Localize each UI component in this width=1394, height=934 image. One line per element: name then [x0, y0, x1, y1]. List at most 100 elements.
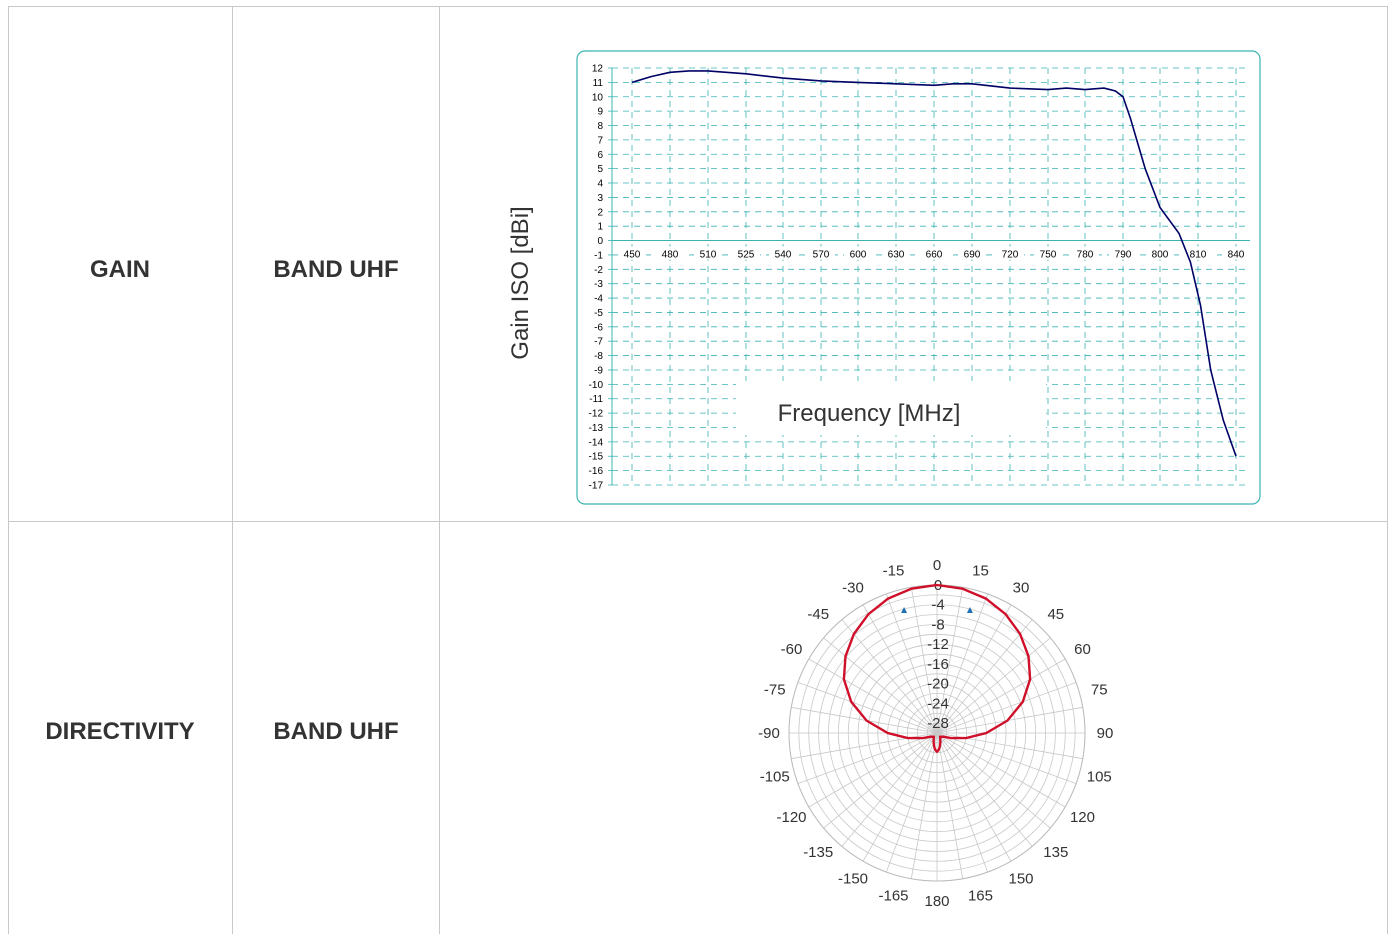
gain-x-tick-label: 690: [964, 250, 981, 261]
gain-x-tick-label: 720: [1002, 250, 1019, 261]
gain-y-tick-label: -5: [594, 308, 603, 319]
gain-y-tick-label: -10: [589, 380, 604, 391]
polar-angle-label: -45: [807, 606, 829, 623]
gain-x-tick-label-background: [1222, 246, 1250, 260]
gain-y-tick-label: 4: [597, 179, 603, 190]
polar-spoke: [936, 732, 1012, 862]
gain-y-tick-label: 10: [592, 92, 604, 103]
gain-x-tick-label-background: [807, 246, 835, 260]
gain-y-tick-label: 9: [597, 107, 603, 118]
polar-angle-label: 105: [1087, 768, 1112, 785]
gain-y-tick-label: -13: [589, 423, 604, 434]
polar-spoke: [936, 732, 988, 873]
gain-y-tick-label: 5: [597, 164, 603, 175]
gain-y-tick-label: 0: [597, 236, 603, 247]
gain-x-tick-label-background: [1109, 246, 1137, 260]
polar-marker: [966, 607, 973, 614]
gain-x-tick-label: 480: [662, 250, 679, 261]
gain-y-tick-label: -14: [589, 437, 604, 448]
polar-marker: [901, 607, 908, 614]
gain-x-tick-label: 525: [738, 250, 755, 261]
gain-y-tick-label: 1: [597, 222, 603, 233]
gain-y-tick-label: 3: [597, 193, 603, 204]
gain-series-line: [631, 70, 1237, 457]
gain-x-ticks: 450 480 510 525 540 570 600 630 660 690 720 750 780 7…: [618, 246, 1250, 261]
polar-spoke: [808, 658, 938, 734]
gain-y-tick-label: -12: [589, 409, 604, 420]
polar-angle-label: 135: [1043, 844, 1068, 861]
gain-x-tick-label: 660: [926, 250, 943, 261]
gain-y-tick-label: -15: [589, 452, 604, 463]
polar-spoke: [886, 593, 938, 734]
polar-spoke: [808, 732, 938, 808]
gain-chart-frame: [576, 50, 1261, 505]
gain-y-tick-label: 7: [597, 135, 603, 146]
gain-x-tick-label-background: [769, 246, 797, 260]
gain-y-tick-label: -16: [589, 466, 604, 477]
polar-radial-label: -12: [927, 636, 949, 653]
polar-spoke: [936, 604, 1012, 734]
polar-angle-label: 0: [933, 557, 941, 574]
polar-angle-label: -75: [764, 682, 786, 699]
polar-angle-label: 75: [1091, 682, 1108, 699]
directivity-band-label: BAND UHF: [273, 718, 399, 745]
gain-y-tick-label: 12: [592, 64, 604, 75]
polar-spoke: [791, 706, 938, 734]
gain-x-tick-label-background: [1184, 246, 1212, 260]
polar-angle-label: -15: [883, 563, 905, 580]
polar-spoke: [862, 732, 938, 862]
column-divider-1: [232, 6, 233, 934]
polar-spoke: [936, 637, 1051, 734]
gain-x-tick-label-background: [1034, 246, 1062, 260]
gain-y-axis-label: Gain ISO [dBi]: [507, 206, 534, 359]
polar-angle-label: 120: [1070, 809, 1095, 826]
spec-table: [8, 6, 1388, 934]
polar-angle-label: 60: [1074, 641, 1091, 658]
polar-spoke: [936, 619, 1033, 734]
polar-spoke: [797, 682, 938, 734]
gain-y-tick-label: -4: [594, 294, 603, 305]
gain-x-tick-label: 840: [1228, 250, 1245, 261]
polar-spoke: [936, 587, 964, 734]
polar-radial-label: -20: [927, 676, 949, 693]
gain-x-tick-label-background: [1071, 246, 1099, 260]
polar-spoke: [936, 706, 1083, 734]
gain-x-tick-label: 600: [850, 250, 867, 261]
gain-grid: [608, 67, 1250, 486]
gain-x-tick-label-background: [732, 246, 760, 260]
gain-y-tick-label: -2: [594, 265, 603, 276]
polar-spoke: [862, 604, 938, 734]
polar-spoke: [910, 732, 938, 879]
polar-spoke: [936, 658, 1066, 734]
polar-angle-label: -30: [842, 580, 864, 597]
gain-x-tick-label-background: [656, 246, 684, 260]
gain-x-tick-label-background: [958, 246, 986, 260]
polar-angle-label: 15: [972, 563, 989, 580]
gain-y-tick-label: -9: [594, 365, 603, 376]
polar-radial-label: -24: [927, 695, 949, 712]
gain-x-tick-label-background: [694, 246, 722, 260]
gain-x-tick-label: 510: [700, 250, 717, 261]
column-divider-2: [439, 6, 440, 934]
gain-y-tick-label: -17: [589, 481, 604, 492]
polar-spoke: [841, 619, 938, 734]
gain-xlabel-background: [736, 381, 1046, 435]
gain-x-tick-label: 630: [888, 250, 905, 261]
directivity-label: DIRECTIVITY: [45, 718, 195, 745]
polar-angle-label: -150: [838, 870, 868, 887]
polar-spoke: [886, 732, 938, 873]
gain-x-tick-label-background: [1146, 246, 1174, 260]
polar-radial-labels: 0-4-8-12-16-20-24-28: [927, 577, 949, 732]
polar-spoke: [936, 732, 1066, 808]
polar-radial-label: -4: [931, 597, 944, 614]
gain-y-tick-label: -6: [594, 322, 603, 333]
polar-spoke: [936, 732, 964, 879]
gain-x-tick-label: 780: [1077, 250, 1094, 261]
gain-y-tick-label: -7: [594, 337, 603, 348]
polar-spoke: [823, 637, 938, 734]
gain-y-tick-label: -11: [589, 394, 603, 405]
polar-angle-labels: 0 153045607590105120135150165180-165-150-…: [758, 557, 1113, 910]
